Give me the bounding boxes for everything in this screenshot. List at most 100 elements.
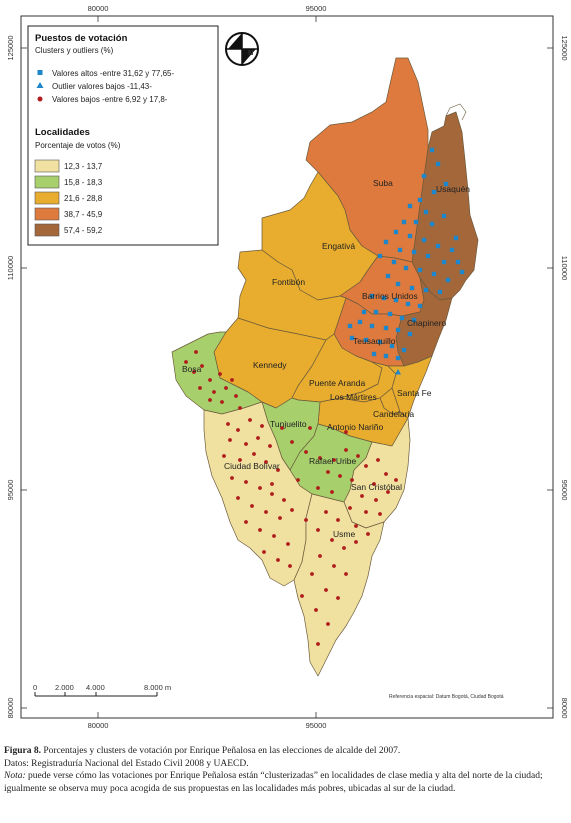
localities-layer xyxy=(171,57,479,677)
voting-point-low xyxy=(282,498,286,502)
label-tunjuelito: Tunjuelito xyxy=(270,419,307,429)
frame-ticks xyxy=(21,16,553,718)
legend-class-4: 57,4 - 59,2 xyxy=(64,226,103,235)
voting-point-low xyxy=(336,518,340,522)
voting-point-low xyxy=(324,588,328,592)
voting-point-low xyxy=(332,458,336,462)
voting-point-high xyxy=(399,315,405,321)
voting-point-low xyxy=(258,486,262,490)
voting-point-low xyxy=(366,532,370,536)
voting-point-low xyxy=(288,564,292,568)
legend-triangle-marker xyxy=(36,82,44,88)
label-teusaquillo: Teusaquillo xyxy=(353,336,396,346)
voting-point-low xyxy=(342,546,346,550)
voting-point-high xyxy=(397,247,403,253)
voting-point-high xyxy=(401,347,407,353)
voting-points-layer xyxy=(184,147,465,646)
coastline-detail xyxy=(445,103,467,121)
voting-point-low xyxy=(296,478,300,482)
voting-point-low xyxy=(326,470,330,474)
voting-point-low xyxy=(364,464,368,468)
voting-point-low xyxy=(270,482,274,486)
voting-point-high xyxy=(431,271,437,277)
y-tick-right-125000: 125000 xyxy=(560,35,569,60)
voting-point-low xyxy=(338,474,342,478)
legend-class-3: 38,7 - 45,9 xyxy=(64,210,103,219)
voting-point-low xyxy=(208,398,212,402)
voting-point-high xyxy=(421,237,427,243)
voting-point-high xyxy=(393,229,399,235)
voting-point-high xyxy=(361,309,367,315)
label-usme: Usme xyxy=(333,529,355,539)
voting-point-low xyxy=(350,478,354,482)
locality-labels: Suba Usaquén Engativá Fontibón Barrios U… xyxy=(182,178,470,539)
caption-note-label: Nota: xyxy=(4,771,26,781)
voting-point-low xyxy=(344,448,348,452)
voting-point-low xyxy=(198,386,202,390)
y-tick-right-80000: 80000 xyxy=(560,698,569,719)
voting-point-low xyxy=(372,482,376,486)
label-kennedy: Kennedy xyxy=(253,360,287,370)
voting-point-high xyxy=(429,147,435,153)
legend-swatch-2 xyxy=(34,191,60,205)
voting-point-low xyxy=(280,426,284,430)
legend-points-subtitle: Clusters y outliers (%) xyxy=(35,46,114,55)
voting-point-high xyxy=(371,351,377,357)
map-canvas: 80000 95000 80000 95000 125000 110000 95… xyxy=(6,4,569,730)
voting-point-low xyxy=(300,594,304,598)
voting-point-low xyxy=(258,528,262,532)
voting-point-high xyxy=(435,161,441,167)
x-tick-bottom-80000: 80000 xyxy=(88,721,109,730)
voting-point-high xyxy=(459,269,465,275)
voting-point-low xyxy=(244,480,248,484)
voting-point-high xyxy=(357,319,363,325)
scale-label-2000: 2.000 xyxy=(55,683,74,692)
voting-point-high xyxy=(377,253,383,259)
voting-point-low xyxy=(290,508,294,512)
voting-point-low xyxy=(374,498,378,502)
voting-point-low xyxy=(230,378,234,382)
label-suba: Suba xyxy=(373,178,393,188)
voting-point-low xyxy=(220,400,224,404)
caption-figure-label: Figura 8. xyxy=(4,746,41,756)
voting-point-high xyxy=(417,197,423,203)
voting-point-low xyxy=(192,370,196,374)
scale-label-8000: 8.000 m xyxy=(144,683,171,692)
label-fontibon: Fontibón xyxy=(272,277,305,287)
voting-point-low xyxy=(268,444,272,448)
voting-point-high xyxy=(389,343,395,349)
voting-point-high xyxy=(431,189,437,195)
voting-point-low xyxy=(304,450,308,454)
caption-line-note: Nota: puede verse cómo las votaciones po… xyxy=(4,770,564,795)
label-antonio-narino: Antonio Nariño xyxy=(327,422,384,432)
voting-point-high xyxy=(417,267,423,273)
voting-point-high xyxy=(395,281,401,287)
voting-point-low xyxy=(276,468,280,472)
legend-class-1: 15,8 - 18,3 xyxy=(64,178,103,187)
voting-point-high xyxy=(381,295,387,301)
voting-point-high xyxy=(453,235,459,241)
y-tick-right-95000: 95000 xyxy=(560,480,569,501)
voting-point-high xyxy=(407,203,413,209)
label-puente-aranda: Puente Aranda xyxy=(309,378,366,388)
label-ciudad-bolivar: Ciudad Bolívar xyxy=(224,461,280,471)
voting-point-high xyxy=(423,209,429,215)
label-rafael-uribe: Rafael Uribe xyxy=(309,456,357,466)
voting-point-outlier xyxy=(395,369,401,375)
voting-point-low xyxy=(278,516,282,520)
voting-point-low xyxy=(324,510,328,514)
label-san-cristobal: San Cristóbal xyxy=(351,482,402,492)
voting-point-high xyxy=(391,259,397,265)
voting-point-high xyxy=(393,297,399,303)
y-tick-left-125000: 125000 xyxy=(6,35,15,60)
voting-point-high xyxy=(387,311,393,317)
voting-point-high xyxy=(383,353,389,359)
voting-point-low xyxy=(316,486,320,490)
voting-point-high xyxy=(405,301,411,307)
label-usaquen: Usaquén xyxy=(436,184,470,194)
locality-usme xyxy=(293,493,385,677)
voting-point-low xyxy=(194,350,198,354)
legend-class-0: 12,3 - 13,7 xyxy=(64,162,103,171)
label-candelaria: Candelaria xyxy=(373,409,414,419)
figure-caption: Figura 8. Porcentajes y clusters de vota… xyxy=(4,745,564,795)
